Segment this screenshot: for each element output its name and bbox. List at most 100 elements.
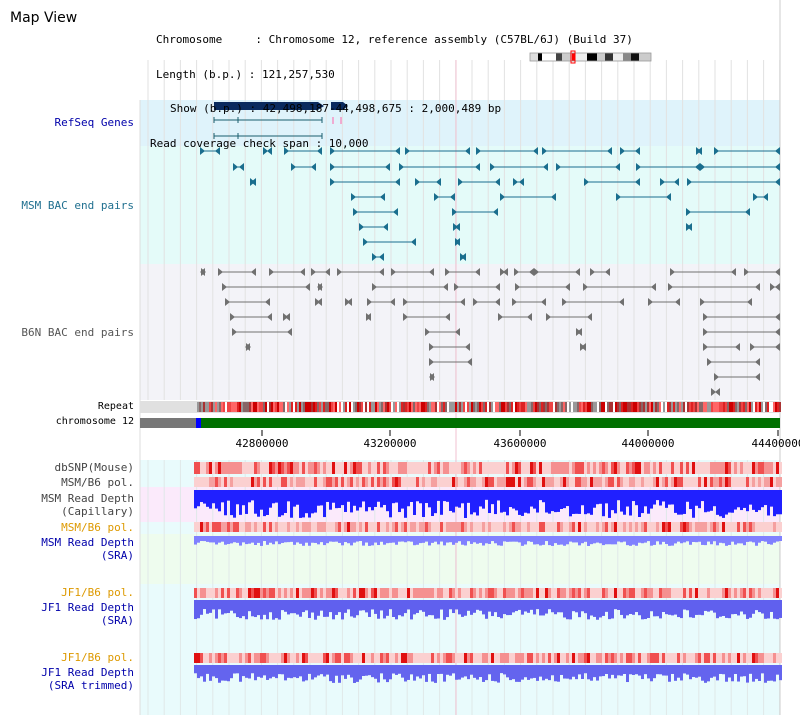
track-label-msm-depth-capillary[interactable]: MSM Read Depth (Capillary) bbox=[0, 492, 134, 518]
msm-capillary-depth-bar bbox=[287, 490, 290, 502]
jf1-trimmed-depth-bar bbox=[263, 665, 266, 676]
dbsnp-cell bbox=[329, 462, 332, 474]
msm-b6-pol2-cell bbox=[296, 522, 299, 532]
jf1-sra-depth-bar bbox=[731, 600, 734, 615]
msm-capillary-depth-bar bbox=[335, 490, 338, 509]
msm-b6-pol-cell bbox=[542, 477, 545, 487]
jf1-b6-pol-cell bbox=[662, 588, 665, 598]
jf1-b6-pol2-cell bbox=[461, 653, 464, 663]
repeat-element bbox=[745, 402, 747, 412]
msm-b6-pol2-cell bbox=[566, 522, 569, 532]
ideogram-band bbox=[639, 53, 651, 61]
track-label-dbsnp[interactable]: dbSNP(Mouse) bbox=[54, 461, 134, 474]
jf1-b6-pol2-cell bbox=[386, 653, 389, 663]
jf1-trimmed-depth-bar bbox=[719, 665, 722, 674]
jf1-trimmed-depth-bar bbox=[452, 665, 455, 674]
msm-bac-end-marker bbox=[543, 163, 548, 171]
msm-b6-pol-cell bbox=[680, 477, 683, 487]
jf1-b6-pol2-cell bbox=[518, 653, 521, 663]
dbsnp-cell bbox=[236, 462, 239, 474]
track-label-jf1-b6-pol-2[interactable]: JF1/B6 pol. bbox=[61, 651, 134, 664]
msm-b6-pol2-cell bbox=[710, 522, 713, 532]
msm-capillary-depth-bar bbox=[641, 490, 644, 514]
jf1-b6-pol-cell bbox=[329, 588, 332, 598]
track-label-b6n-bac[interactable]: B6N BAC end pairs bbox=[21, 326, 134, 339]
repeat-element bbox=[565, 402, 567, 412]
jf1-b6-pol-cell bbox=[341, 588, 344, 598]
jf1-b6-pol-cell bbox=[497, 588, 500, 598]
msm-b6-pol-cell bbox=[704, 477, 707, 487]
repeat-element bbox=[465, 402, 467, 412]
jf1-b6-pol-cell bbox=[560, 588, 563, 598]
jf1-trimmed-depth-bar bbox=[620, 665, 623, 676]
jf1-b6-pol2-cell bbox=[251, 653, 254, 663]
jf1-b6-pol-cell bbox=[335, 588, 338, 598]
track-label-msm-b6-pol-1[interactable]: MSM/B6 pol. bbox=[61, 476, 134, 489]
msm-b6-pol-cell bbox=[248, 477, 251, 487]
jf1-b6-pol2-cell bbox=[407, 653, 410, 663]
msm-sra-depth-bar bbox=[362, 536, 365, 546]
jf1-sra-depth-bar bbox=[764, 600, 767, 619]
repeat-element bbox=[555, 402, 557, 412]
msm-bac-end-marker bbox=[395, 147, 400, 155]
dbsnp-cell bbox=[539, 462, 542, 474]
msm-b6-pol-cell bbox=[518, 477, 521, 487]
b6n-bac-end-marker bbox=[703, 313, 708, 321]
track-label-jf1-depth-sra[interactable]: JF1 Read Depth (SRA) bbox=[0, 601, 134, 627]
jf1-sra-depth-bar bbox=[224, 600, 227, 614]
msm-sra-depth-bar bbox=[410, 536, 413, 542]
jf1-trimmed-depth-bar bbox=[392, 665, 395, 674]
jf1-sra-depth-bar bbox=[341, 600, 344, 620]
msm-b6-pol2-cell bbox=[773, 522, 776, 532]
jf1-sra-depth-bar bbox=[275, 600, 278, 619]
jf1-b6-pol-cell bbox=[275, 588, 278, 598]
msm-b6-pol2-cell bbox=[554, 522, 557, 532]
track-label-msm-depth-sra[interactable]: MSM Read Depth (SRA) bbox=[0, 536, 134, 562]
msm-b6-pol2-cell bbox=[617, 522, 620, 532]
msm-capillary-depth-bar bbox=[341, 490, 344, 506]
repeat-element bbox=[681, 402, 683, 412]
jf1-b6-pol2-cell bbox=[536, 653, 539, 663]
repeat-element bbox=[777, 402, 779, 412]
msm-b6-pol2-cell bbox=[758, 522, 761, 532]
track-label-msm-b6-pol-2[interactable]: MSM/B6 pol. bbox=[61, 521, 134, 534]
repeat-element bbox=[225, 402, 227, 412]
msm-b6-pol-cell bbox=[392, 477, 395, 487]
dbsnp-cell bbox=[677, 462, 680, 474]
dbsnp-cell bbox=[269, 462, 272, 474]
repeat-element bbox=[425, 402, 427, 412]
jf1-trimmed-depth-bar bbox=[299, 665, 302, 677]
msm-capillary-depth-bar bbox=[218, 490, 221, 512]
msm-bac-end-marker bbox=[513, 178, 518, 186]
msm-b6-pol2-cell bbox=[755, 522, 758, 532]
jf1-b6-pol2-cell bbox=[278, 653, 281, 663]
dbsnp-cell bbox=[404, 462, 407, 474]
dbsnp-cell bbox=[428, 462, 431, 474]
msm-b6-pol-cell bbox=[749, 477, 752, 487]
msm-capillary-depth-bar bbox=[677, 490, 680, 515]
track-label-jf1-depth-trimmed[interactable]: JF1 Read Depth (SRA trimmed) bbox=[0, 666, 134, 692]
msm-sra-depth-bar bbox=[524, 536, 527, 545]
dbsnp-cell bbox=[425, 462, 428, 474]
dbsnp-cell bbox=[719, 462, 722, 474]
jf1-trimmed-depth-bar bbox=[359, 665, 362, 680]
msm-b6-pol-cell bbox=[446, 477, 449, 487]
jf1-b6-pol2-cell bbox=[551, 653, 554, 663]
dbsnp-cell bbox=[755, 462, 758, 474]
msm-b6-pol-cell bbox=[596, 477, 599, 487]
msm-b6-pol-cell bbox=[761, 477, 764, 487]
msm-b6-pol-cell bbox=[602, 477, 605, 487]
b6n-bac-end-marker bbox=[300, 268, 305, 276]
repeat-element bbox=[443, 402, 445, 412]
track-label-refseq[interactable]: RefSeq Genes bbox=[54, 116, 134, 129]
dbsnp-cell bbox=[305, 462, 308, 474]
jf1-sra-depth-bar bbox=[422, 600, 425, 612]
msm-capillary-depth-bar bbox=[209, 490, 212, 509]
jf1-sra-depth-bar bbox=[572, 600, 575, 612]
repeat-element bbox=[515, 402, 517, 412]
msm-sra-depth-bar bbox=[290, 536, 293, 542]
track-label-jf1-b6-pol-1[interactable]: JF1/B6 pol. bbox=[61, 586, 134, 599]
track-label-msm-bac[interactable]: MSM BAC end pairs bbox=[21, 199, 134, 212]
dbsnp-cell bbox=[557, 462, 560, 474]
jf1-b6-pol2-cell bbox=[674, 653, 677, 663]
